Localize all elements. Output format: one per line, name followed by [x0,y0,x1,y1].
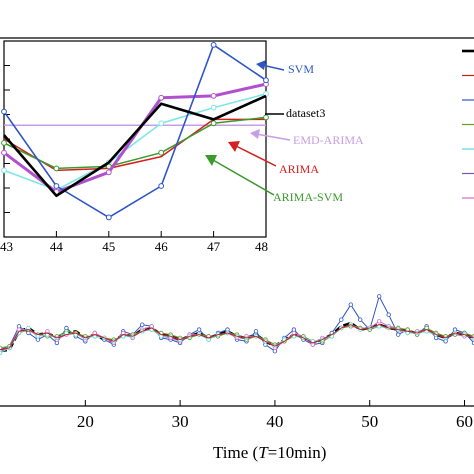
inset-data-point [53,165,60,172]
main-data-point [139,322,145,327]
main-data-point [377,319,382,324]
main-series-group [0,294,474,356]
inset-data-point [1,140,7,146]
main-series-line-5 [0,324,474,351]
inset-data-point [53,183,60,189]
annotation-emd-arima: EMD-ARIMA [293,133,364,147]
main-series-line-1 [0,295,474,352]
main-x-ticks: 20 30 40 50 60 [77,400,473,431]
main-plot: 20 30 40 50 60 Time (T=10min) [0,294,474,462]
inset-plot: 43 44 45 46 47 48 [0,40,269,254]
inset-data-point [210,120,217,127]
main-data-point [339,317,344,322]
annotation-arima-svm: ARIMA-SVM [273,190,343,204]
inset-data-point [158,94,165,101]
main-x-tick-label: 20 [77,412,94,431]
main-data-point [253,329,259,334]
inset-data-point [1,167,7,174]
arrowhead-emd-arima [250,129,260,139]
legend [462,49,474,199]
arrowhead-svm [256,60,266,70]
main-x-tick-label: 30 [172,412,189,431]
arrowhead-arima [228,141,240,152]
inset-series-line-3 [3,118,266,172]
inset-x-tick-label: 46 [155,239,169,254]
inset-data-point [210,104,217,111]
inset-frame [3,40,267,238]
inset-data-point [158,183,165,189]
main-data-point [358,317,363,322]
inset-data-point [105,214,112,221]
inset-x-tick-label: 47 [207,239,221,254]
main-x-tick-label: 50 [361,412,378,431]
main-data-point [396,332,401,337]
inset-x-tick-label: 43 [0,239,13,254]
inset-x-tick-label: 44 [50,239,64,254]
arrow-svm [261,64,285,71]
inset-data-point [263,77,269,84]
inset-x-tick-label: 48 [255,239,268,254]
inset-data-point [263,114,269,121]
inset-data-point [210,42,217,48]
arrowhead-arima-svm [205,155,217,166]
inset-x-tick-label: 45 [102,239,115,254]
inset-series-line-0 [3,44,267,219]
main-data-point [0,350,3,356]
x-axis-label: Time (T=10min) [213,443,326,462]
annotation-svm: SVM [288,62,314,76]
annotation-dataset3: dataset3 [286,106,325,120]
inset-series-line-1 [3,94,267,198]
main-data-point [386,312,391,317]
inset-data-point [1,108,7,115]
main-x-tick-label: 60 [456,412,473,431]
inset-data-point [158,149,165,156]
annotation-arima: ARIMA [279,162,319,176]
inset-series-line-4 [3,116,267,170]
arrow-arima-svm [212,159,275,196]
main-x-tick-label: 40 [266,412,283,431]
inset-x-ticks: 43 44 45 46 47 48 [0,231,268,254]
arrow-arima [235,145,277,167]
inset-data-point [105,169,112,176]
inset-series-group [1,42,269,221]
main-data-point [196,327,202,332]
main-data-point [348,302,353,307]
main-data-point [0,345,3,351]
arrow-emd-arima [255,133,291,141]
inset-data-point [1,149,7,156]
inset-data-point [210,93,217,99]
inset-annotations: SVM dataset3 EMD-ARIMA ARIMA ARIMA-SVM [205,60,364,204]
inset-data-point [158,120,165,127]
main-data-point [377,294,382,299]
